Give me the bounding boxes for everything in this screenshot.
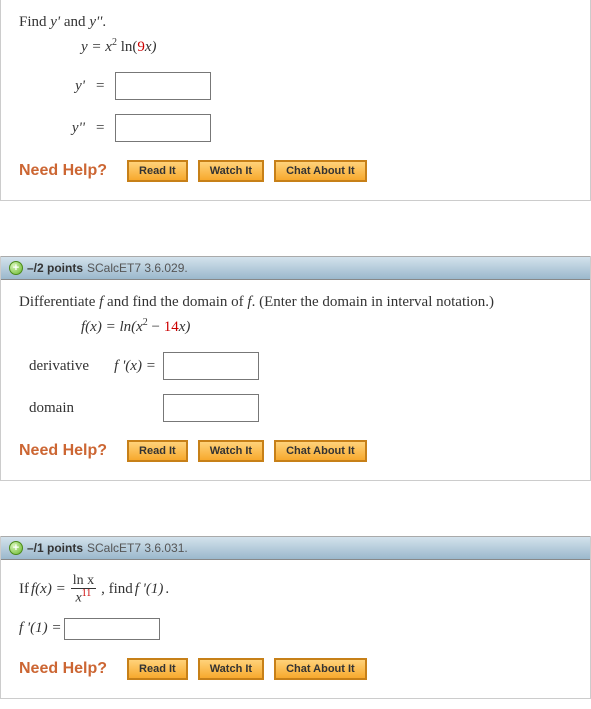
q3-prompt: If f(x) = ln x x11 , find f '(1) . [19,574,572,606]
read-it-button[interactable]: Read It [127,440,188,462]
chat-about-it-button[interactable]: Chat About It [274,658,367,680]
q1-prompt: Find y' and y''. [19,14,572,31]
text: and [60,14,89,30]
fraction: ln x x11 [71,574,96,606]
question-3-body: If f(x) = ln x x11 , find f '(1) . f '(1… [1,560,590,698]
q1-formula: y = x2 ln(9x) [81,37,572,56]
read-it-button[interactable]: Read It [127,658,188,680]
q1-help-row: Need Help? Read It Watch It Chat About I… [19,160,572,182]
q2-rows: derivative f '(x) = domain [19,352,572,422]
text: . [102,14,106,30]
text: − [148,319,164,335]
watch-it-button[interactable]: Watch It [198,658,264,680]
need-help-label: Need Help? [19,660,107,678]
numerator: ln x [71,574,96,589]
text: , find [101,581,133,598]
need-help-label: Need Help? [19,162,107,180]
f1-input[interactable] [64,618,160,640]
q2-points: –/2 points [27,261,83,275]
fx-label: f '(x) = [107,358,163,375]
question-1: Find y' and y''. y = x2 ln(9x) y' = y'' … [0,0,591,201]
expand-icon[interactable]: + [9,541,23,555]
read-it-button[interactable]: Read It [127,160,188,182]
q3-answer-row: f '(1) = [19,618,572,640]
q2-prompt: Differentiate f and find the domain of f… [19,294,572,311]
q2-derivative-row: derivative f '(x) = [29,352,572,380]
text: x) [145,39,157,55]
q1-row-yprime: y' = [39,72,572,100]
text: y'' [89,14,102,30]
text: . [165,581,169,598]
text: . (Enter the domain in interval notation… [252,294,494,310]
q3-source: SCalcET7 3.6.031. [87,541,188,555]
text: Find [19,14,50,30]
domain-label: domain [29,400,107,417]
text: Differentiate [19,294,99,310]
text: 11 [82,588,92,599]
chat-about-it-button[interactable]: Chat About It [274,440,367,462]
question-1-body: Find y' and y''. y = x2 ln(9x) y' = y'' … [1,0,590,200]
q2-formula: f(x) = ln(x2 − 14x) [81,317,572,336]
q1-row-ydoubleprime: y'' = [39,114,572,142]
text: If [19,581,29,598]
domain-input[interactable] [163,394,259,422]
ydoubleprime-label: y'' [39,120,85,137]
watch-it-button[interactable]: Watch It [198,160,264,182]
watch-it-button[interactable]: Watch It [198,440,264,462]
q3-help-row: Need Help? Read It Watch It Chat About I… [19,658,572,680]
text: f '(1) [135,581,164,598]
question-2: + –/2 points SCalcET7 3.6.029. Different… [0,256,591,481]
text: and find the domain of [103,294,247,310]
q3-header: + –/1 points SCalcET7 3.6.031. [1,536,590,560]
question-3: + –/1 points SCalcET7 3.6.031. If f(x) =… [0,536,591,699]
question-2-body: Differentiate f and find the domain of f… [1,280,590,480]
chat-about-it-button[interactable]: Chat About It [274,160,367,182]
text: 9 [137,39,145,55]
equals: = [96,78,104,95]
text: 14 [164,319,179,335]
q2-header: + –/2 points SCalcET7 3.6.029. [1,256,590,280]
q2-help-row: Need Help? Read It Watch It Chat About I… [19,440,572,462]
text: y = x [81,39,112,55]
equals: = [96,120,104,137]
q2-source: SCalcET7 3.6.029. [87,261,188,275]
text: y' [50,14,60,30]
ydoubleprime-input[interactable] [115,114,211,142]
q2-domain-row: domain [29,394,572,422]
f1-label: f '(1) = [19,620,62,637]
text: ln( [117,39,137,55]
need-help-label: Need Help? [19,442,107,460]
text: f(x) = [31,581,66,598]
derivative-label: derivative [29,358,107,375]
denominator: x11 [73,589,93,606]
q3-points: –/1 points [27,541,83,555]
yprime-label: y' [39,78,85,95]
text: f(x) = ln(x [81,319,143,335]
expand-icon[interactable]: + [9,261,23,275]
text: x) [179,319,191,335]
yprime-input[interactable] [115,72,211,100]
derivative-input[interactable] [163,352,259,380]
